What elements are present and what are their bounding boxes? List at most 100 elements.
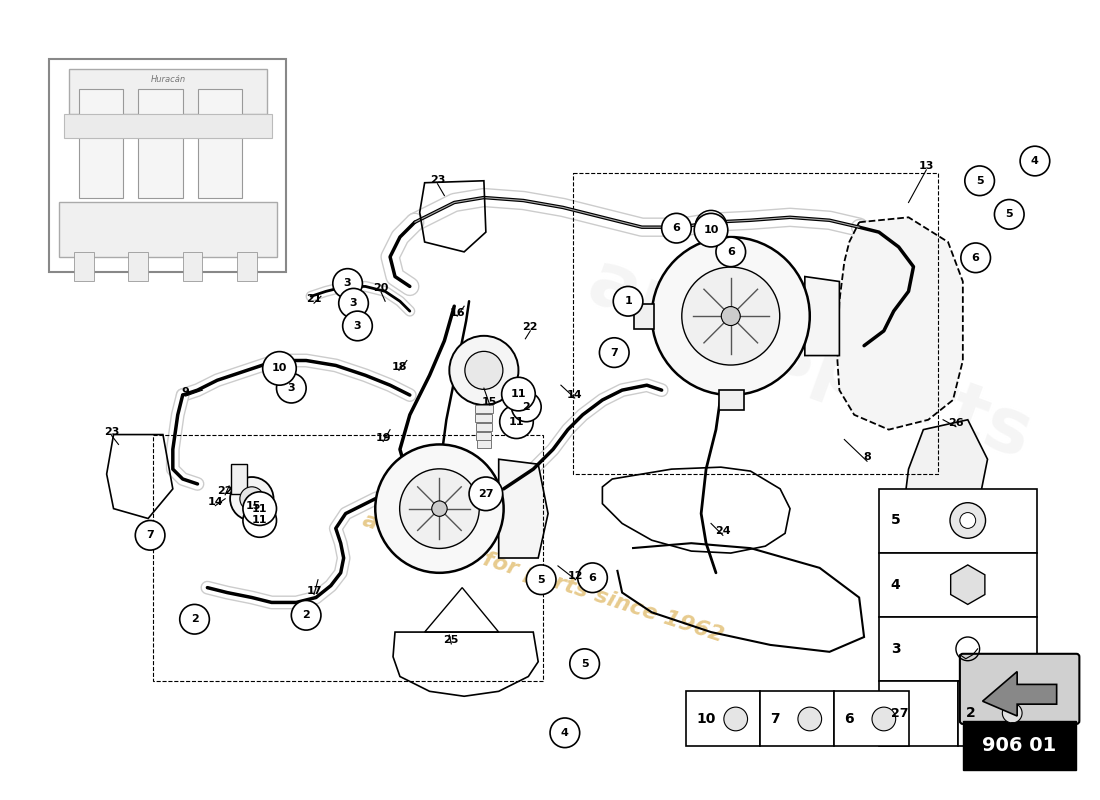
Circle shape <box>661 214 691 243</box>
Polygon shape <box>498 459 548 558</box>
Circle shape <box>186 610 204 628</box>
Bar <box>686 691 760 746</box>
Circle shape <box>243 492 276 526</box>
Ellipse shape <box>503 387 525 403</box>
Circle shape <box>512 392 541 422</box>
Circle shape <box>399 469 480 549</box>
Bar <box>69 69 266 114</box>
Text: 20: 20 <box>374 283 389 294</box>
Text: 10: 10 <box>703 225 718 235</box>
Circle shape <box>719 241 738 258</box>
Circle shape <box>1002 703 1022 723</box>
Text: 12: 12 <box>568 570 583 581</box>
Text: 27: 27 <box>891 706 909 719</box>
Bar <box>59 202 276 257</box>
Circle shape <box>550 718 580 748</box>
Circle shape <box>965 166 994 195</box>
Bar <box>476 422 492 430</box>
Text: 6: 6 <box>672 223 681 233</box>
Circle shape <box>724 707 748 731</box>
Bar <box>153 434 543 682</box>
Text: 5: 5 <box>891 514 901 527</box>
Bar <box>139 89 183 198</box>
Text: 10: 10 <box>272 363 287 374</box>
Circle shape <box>343 311 372 341</box>
Text: 6: 6 <box>845 712 854 726</box>
Text: 3: 3 <box>344 278 351 289</box>
Text: 16: 16 <box>450 308 465 318</box>
Circle shape <box>570 649 600 678</box>
Circle shape <box>264 353 295 384</box>
Circle shape <box>960 513 976 528</box>
Bar <box>962 721 1077 770</box>
Circle shape <box>682 267 780 365</box>
Circle shape <box>499 405 534 438</box>
Circle shape <box>994 199 1024 229</box>
Text: 4: 4 <box>561 728 569 738</box>
Text: 3: 3 <box>354 321 361 331</box>
Bar <box>79 89 123 198</box>
Polygon shape <box>837 218 962 430</box>
Bar <box>198 89 242 198</box>
Circle shape <box>872 707 895 731</box>
Text: 7: 7 <box>146 530 154 540</box>
Text: 5: 5 <box>976 176 983 186</box>
Text: 1: 1 <box>624 296 631 306</box>
FancyBboxPatch shape <box>960 654 1079 724</box>
Circle shape <box>135 521 165 550</box>
Text: 7: 7 <box>610 347 618 358</box>
Circle shape <box>969 248 987 266</box>
Text: 9: 9 <box>182 387 189 397</box>
Text: 6: 6 <box>971 253 980 262</box>
Circle shape <box>230 477 274 521</box>
Circle shape <box>716 237 746 266</box>
Circle shape <box>449 336 518 405</box>
Text: 906 01: 906 01 <box>982 736 1057 755</box>
Circle shape <box>515 399 532 417</box>
Circle shape <box>652 237 810 395</box>
Text: 5: 5 <box>538 574 544 585</box>
Text: a passion for parts since 1962: a passion for parts since 1962 <box>360 510 726 646</box>
Circle shape <box>614 286 642 316</box>
Circle shape <box>578 563 607 593</box>
Text: 14: 14 <box>566 390 583 400</box>
Circle shape <box>502 378 536 411</box>
Bar <box>760 691 835 746</box>
Circle shape <box>240 487 264 510</box>
Text: 14: 14 <box>208 497 223 506</box>
Text: 4: 4 <box>1031 156 1038 166</box>
Circle shape <box>375 445 504 573</box>
Text: 19: 19 <box>375 433 390 442</box>
Text: 10: 10 <box>696 712 716 726</box>
Text: Huracán: Huracán <box>151 74 186 83</box>
Text: 2: 2 <box>522 402 530 412</box>
Bar <box>634 304 653 329</box>
Circle shape <box>600 338 629 367</box>
Ellipse shape <box>248 501 270 517</box>
Bar <box>835 691 909 746</box>
Bar <box>879 553 1037 618</box>
Text: 11: 11 <box>510 389 526 399</box>
Bar <box>236 252 256 282</box>
Text: 7: 7 <box>770 712 780 726</box>
Text: 2: 2 <box>966 706 976 720</box>
Text: 6: 6 <box>727 247 735 257</box>
Circle shape <box>668 218 685 236</box>
Bar <box>129 252 149 282</box>
Bar <box>64 114 272 138</box>
Circle shape <box>339 289 369 318</box>
Text: 24: 24 <box>715 526 730 536</box>
Bar <box>74 252 94 282</box>
Text: 27: 27 <box>478 489 494 499</box>
Bar <box>958 682 1037 746</box>
Bar <box>879 618 1037 682</box>
Circle shape <box>950 502 986 538</box>
Text: 4: 4 <box>891 578 901 592</box>
Text: 11: 11 <box>252 515 267 526</box>
Text: 25: 25 <box>443 635 459 645</box>
Text: autosports: autosports <box>578 246 1042 475</box>
Text: 6: 6 <box>588 573 596 582</box>
Bar <box>231 464 246 494</box>
Ellipse shape <box>248 514 270 530</box>
Text: 11: 11 <box>508 417 525 426</box>
